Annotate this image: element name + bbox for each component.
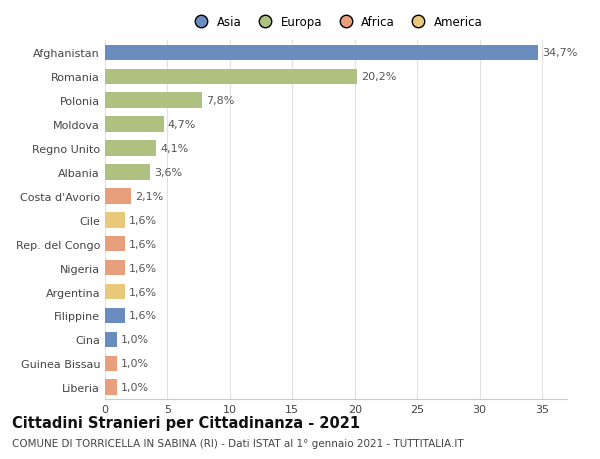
Bar (105, 165, 150, 180)
Bar (105, 69, 357, 85)
Text: 2,1%: 2,1% (135, 191, 163, 202)
Bar (105, 236, 125, 252)
Bar (105, 308, 125, 324)
Text: 1,6%: 1,6% (129, 239, 157, 249)
Bar (105, 356, 118, 371)
Legend: Asia, Europa, Africa, America: Asia, Europa, Africa, America (185, 11, 487, 34)
Text: 1,6%: 1,6% (129, 287, 157, 297)
Bar (105, 332, 118, 347)
Bar (105, 141, 156, 157)
Text: 20,2%: 20,2% (361, 72, 397, 82)
Text: 7,8%: 7,8% (206, 96, 235, 106)
Text: Cittadini Stranieri per Cittadinanza - 2021: Cittadini Stranieri per Cittadinanza - 2… (12, 415, 360, 431)
Text: 1,0%: 1,0% (121, 382, 149, 392)
Text: 1,6%: 1,6% (129, 311, 157, 321)
Text: 1,0%: 1,0% (121, 335, 149, 345)
Bar (105, 93, 202, 109)
Bar (105, 284, 125, 300)
Bar (105, 260, 125, 276)
Bar (105, 380, 118, 395)
Text: 1,6%: 1,6% (129, 215, 157, 225)
Text: 1,0%: 1,0% (121, 358, 149, 369)
Text: 1,6%: 1,6% (129, 263, 157, 273)
Bar (105, 213, 125, 228)
Text: 4,7%: 4,7% (167, 120, 196, 130)
Text: 4,1%: 4,1% (160, 144, 188, 154)
Bar (105, 117, 164, 133)
Text: 3,6%: 3,6% (154, 168, 182, 178)
Bar (105, 189, 131, 204)
Text: 34,7%: 34,7% (542, 48, 577, 58)
Text: COMUNE DI TORRICELLA IN SABINA (RI) - Dati ISTAT al 1° gennaio 2021 - TUTTITALIA: COMUNE DI TORRICELLA IN SABINA (RI) - Da… (12, 438, 464, 448)
Bar (105, 45, 538, 61)
